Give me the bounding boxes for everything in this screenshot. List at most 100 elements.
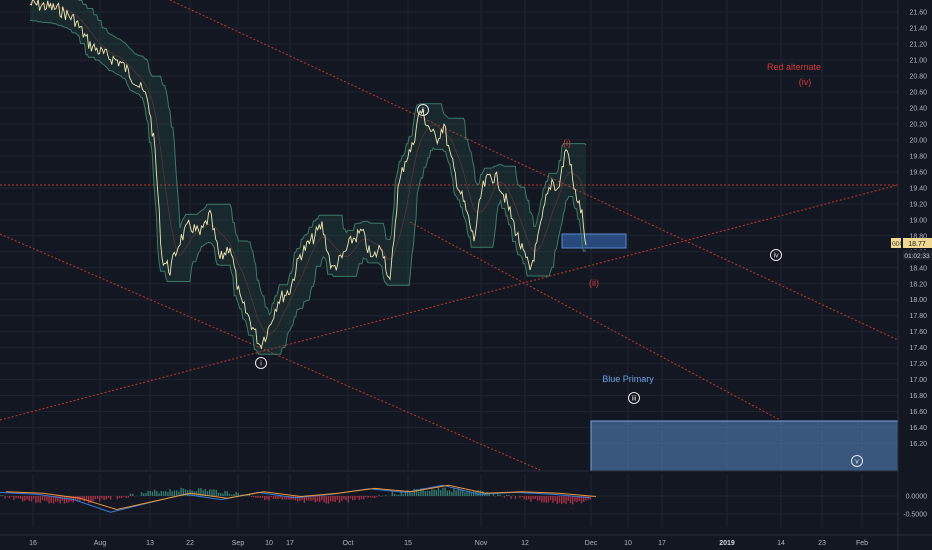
osc-bar [231,494,233,496]
osc-bar [77,496,79,502]
x-tick-label: 17 [286,540,294,547]
osc-bar [272,496,275,499]
osc-bar [52,496,55,504]
x-tick-label: 10 [624,540,632,547]
osc-bar [477,490,479,496]
osc-bar [508,495,510,496]
osc-bar [411,492,413,496]
osc-bar [116,496,118,500]
osc-bar [55,496,57,502]
target-box-large [590,420,899,472]
price-line [29,0,587,350]
label-i-circle: i [260,361,262,368]
osc-bar [444,487,446,496]
osc-bar [121,496,123,499]
osc-bar [297,496,299,502]
osc-bar [473,490,475,496]
label-iv-circle-ring [770,249,782,261]
osc-bar [453,488,455,496]
osc-bar [248,494,250,496]
osc-bar [213,489,215,496]
osc-bar [92,496,94,502]
osc-bar [143,493,145,496]
osc-bar [277,496,279,500]
osc-bar [565,496,567,505]
osc-bar [303,496,305,503]
osc-bar [301,496,303,501]
osc-bar [325,496,327,504]
osc-bar [402,494,404,496]
countdown-bg [903,250,932,260]
osc-signal-line [5,484,597,511]
osc-bar [253,496,255,498]
osc-bar [66,496,68,503]
osc-bar [550,496,552,500]
y-tick-label: 19.20 [909,201,927,208]
label-ii-circle: ii [421,108,425,115]
osc-bar [204,488,206,496]
osc-bar [160,491,162,496]
osc-bar [279,496,281,499]
osc-bar [37,496,39,503]
osc-bar [19,496,22,500]
osc-bar [281,496,283,500]
osc-bar [127,496,129,498]
osc-bar [499,494,501,496]
osc-y-tick-label: -0.5000 [903,512,927,519]
osc-bar [466,490,468,496]
y-tick-label: 17.80 [909,313,927,320]
osc-bar [319,496,321,503]
osc-bar [585,496,587,501]
band-fill [30,0,586,355]
osc-bar [371,496,374,498]
osc-bar [358,496,360,500]
osc-bar [162,491,165,496]
osc-bar [343,496,345,500]
y-tick-label: 21.20 [909,41,927,48]
y-tick-label: 16.60 [909,409,927,416]
y-tick-label: 18.00 [909,297,927,304]
label-i-red: (i) [563,138,571,148]
osc-bar [202,490,204,496]
x-tick-label: 13 [146,540,154,547]
osc-bar [539,496,541,501]
osc-bar [459,489,462,496]
osc-bar [250,496,253,497]
y-tick-label: 18.40 [909,265,927,272]
osc-bar [528,496,530,500]
osc-bar [541,496,543,503]
osc-bar [378,495,380,496]
osc-bar [264,496,266,501]
osc-bar [556,496,558,504]
osc-bar [479,490,481,496]
osc-bar [589,496,591,500]
osc-bar [354,496,356,500]
osc-bar [543,496,545,503]
osc-bar [506,495,508,496]
osc-bar [184,489,187,496]
osc-bar [530,496,532,502]
osc-bar [578,496,580,502]
x-tick-label: 23 [818,540,826,547]
y-tick-label: 17.40 [909,345,927,352]
label-v-circle: v [855,459,859,466]
y-tick-label: 21.00 [909,57,927,64]
osc-bar [429,490,431,496]
x-tick-label: 12 [521,540,529,547]
x-tick-label: 16 [29,540,37,547]
osc-bar [156,491,158,496]
y-tick-label: 19.80 [909,153,927,160]
osc-bar [169,489,171,496]
osc-bar [338,496,341,503]
y-tick-label: 19.60 [909,169,927,176]
osc-bar [431,489,433,496]
osc-bar [233,493,235,496]
osc-bar [464,492,466,496]
osc-bar [576,496,578,503]
osc-bar [310,496,312,501]
osc-bar [468,490,470,496]
price-symbol: GDX [892,242,904,248]
osc-bar [426,490,429,496]
label-red-alternate: Red alternate [767,62,821,72]
